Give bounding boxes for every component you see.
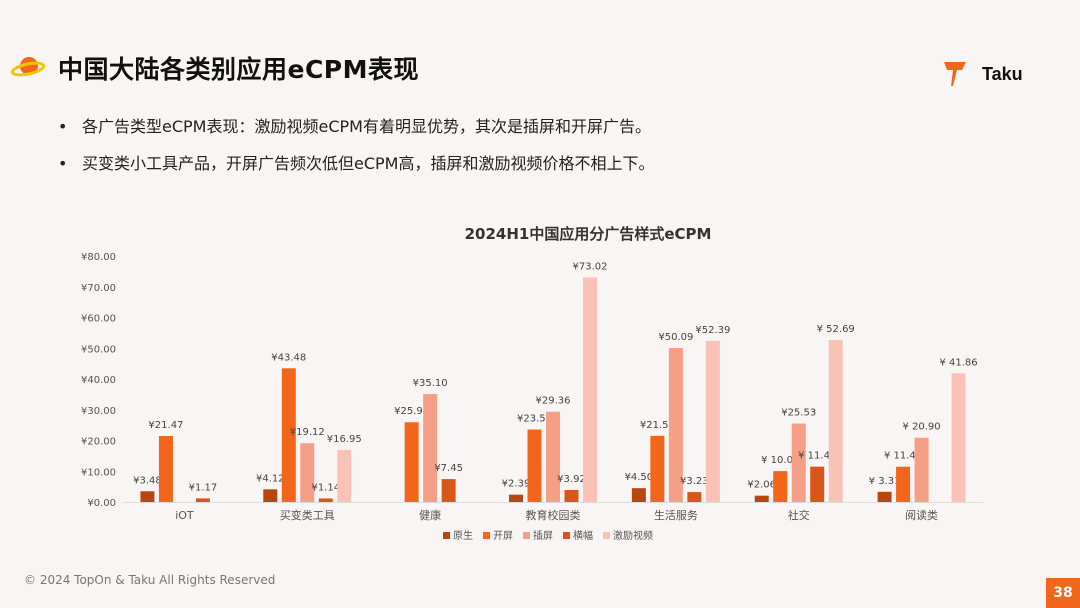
- bar: [896, 466, 911, 502]
- data-label: ¥3.23: [680, 476, 709, 487]
- y-tick-label: ¥70.00: [81, 283, 116, 294]
- data-label: ¥ 20.90: [902, 422, 940, 433]
- x-tick-label: 买变类工具: [280, 508, 335, 522]
- legend-label: 横幅: [573, 529, 593, 542]
- data-label: ¥21.47: [148, 420, 183, 431]
- data-label: ¥1.14: [311, 482, 340, 493]
- y-tick-label: ¥0.00: [87, 498, 116, 509]
- y-tick-label: ¥20.00: [81, 437, 116, 448]
- x-tick-label: 健康: [419, 508, 441, 522]
- data-label: ¥19.12: [290, 427, 325, 438]
- bar: [300, 443, 315, 502]
- legend-swatch: [563, 532, 570, 539]
- bar: [281, 368, 296, 502]
- data-label: ¥3.92: [557, 474, 586, 485]
- bar: [337, 449, 352, 502]
- data-label: ¥35.10: [413, 378, 448, 389]
- bar: [650, 435, 665, 502]
- logo-text: Taku: [982, 64, 1023, 84]
- data-label: ¥23.57: [517, 414, 552, 425]
- data-label: ¥7.45: [434, 463, 463, 474]
- taku-logo: Taku: [944, 62, 1023, 86]
- data-label: ¥4.50: [625, 472, 654, 483]
- bar: [687, 492, 702, 502]
- copyright: © 2024 TopOn & Taku All Rights Reserved: [24, 573, 276, 587]
- ecpm-bar-chart: 2024H1中国应用分广告样式eCPM ¥0.00 ¥10.00 ¥20.00 ¥30…: [81, 225, 983, 542]
- data-label: ¥29.36: [536, 396, 571, 407]
- legend-swatch: [603, 532, 610, 539]
- planet-logo-icon: [10, 57, 46, 77]
- bar: [810, 466, 825, 502]
- x-tick-label: 社交: [788, 508, 810, 522]
- bar: [583, 277, 597, 502]
- data-label: ¥2.39: [502, 479, 531, 490]
- data-label: ¥73.02: [573, 261, 608, 272]
- page-title: 中国大陆各类别应用eCPM表现: [58, 55, 420, 84]
- x-tick-label: 生活服务: [654, 508, 698, 522]
- y-tick-label: ¥50.00: [81, 344, 116, 355]
- bullet-list: 各广告类型eCPM表现：激励视频eCPM有着明显优势，其次是插屏和开屏广告。 买…: [58, 114, 654, 188]
- y-tick-label: ¥30.00: [81, 406, 116, 417]
- legend-label: 激励视频: [613, 529, 653, 542]
- x-tick-label: 阅读类: [905, 508, 938, 522]
- legend-swatch: [443, 532, 450, 539]
- bullet-item: 各广告类型eCPM表现：激励视频eCPM有着明显优势，其次是插屏和开屏广告。: [58, 114, 654, 151]
- bar: [423, 394, 438, 502]
- chart-title: 2024H1中国应用分广告样式eCPM: [465, 225, 712, 243]
- data-label: ¥3.48: [133, 475, 162, 486]
- data-label: ¥21.51: [640, 420, 675, 431]
- bar: [773, 471, 788, 502]
- data-label: ¥25.53: [781, 407, 816, 418]
- bar: [564, 489, 579, 502]
- bar: [263, 489, 278, 502]
- bar: [509, 494, 523, 502]
- y-tick-label: ¥40.00: [81, 375, 116, 386]
- bar: [404, 422, 419, 502]
- data-label: ¥52.39: [695, 325, 730, 336]
- legend-swatch: [523, 532, 530, 539]
- bar: [877, 491, 892, 502]
- legend-label: 开屏: [493, 530, 513, 542]
- data-label: ¥1.17: [189, 482, 218, 493]
- bar: [441, 479, 456, 502]
- bullet-item: 买变类小工具产品，开屏广告频次低但eCPM高，插屏和激励视频价格不相上下。: [58, 151, 654, 188]
- bar: [527, 429, 542, 502]
- data-label: ¥ 41.86: [939, 357, 977, 368]
- y-tick-label: ¥80.00: [81, 252, 116, 263]
- data-label: ¥ 11.49: [798, 451, 836, 462]
- data-label: ¥16.95: [327, 434, 362, 445]
- bar: [158, 435, 173, 502]
- legend-label: 插屏: [533, 529, 553, 542]
- y-tick-label: ¥60.00: [81, 314, 116, 325]
- bar: [914, 437, 929, 502]
- data-label: ¥2.06: [747, 480, 776, 491]
- x-tick-label: 教育校园类: [526, 508, 581, 522]
- data-label: ¥ 10.05: [761, 455, 799, 466]
- bar: [754, 495, 769, 502]
- bar: [705, 340, 720, 502]
- data-label: ¥50.09: [658, 332, 693, 343]
- data-label: ¥ 11.47: [884, 451, 922, 462]
- data-label: ¥ 3.31: [869, 476, 901, 487]
- bar: [791, 423, 806, 502]
- page-number: 38: [1046, 578, 1080, 608]
- bar: [318, 498, 333, 502]
- bar: [631, 488, 646, 502]
- bar: [195, 498, 210, 502]
- data-label: ¥4.12: [256, 473, 285, 484]
- bar: [668, 347, 683, 502]
- data-label: ¥ 52.69: [817, 324, 855, 335]
- y-tick-label: ¥10.00: [81, 467, 116, 478]
- bar: [140, 491, 155, 502]
- bar: [951, 373, 966, 502]
- bar: [828, 339, 843, 502]
- legend-swatch: [483, 532, 490, 539]
- x-tick-label: iOT: [175, 509, 194, 522]
- data-label: ¥43.48: [271, 352, 306, 363]
- legend-label: 原生: [453, 529, 473, 542]
- data-label: ¥25.94: [394, 406, 429, 417]
- bar: [546, 411, 560, 502]
